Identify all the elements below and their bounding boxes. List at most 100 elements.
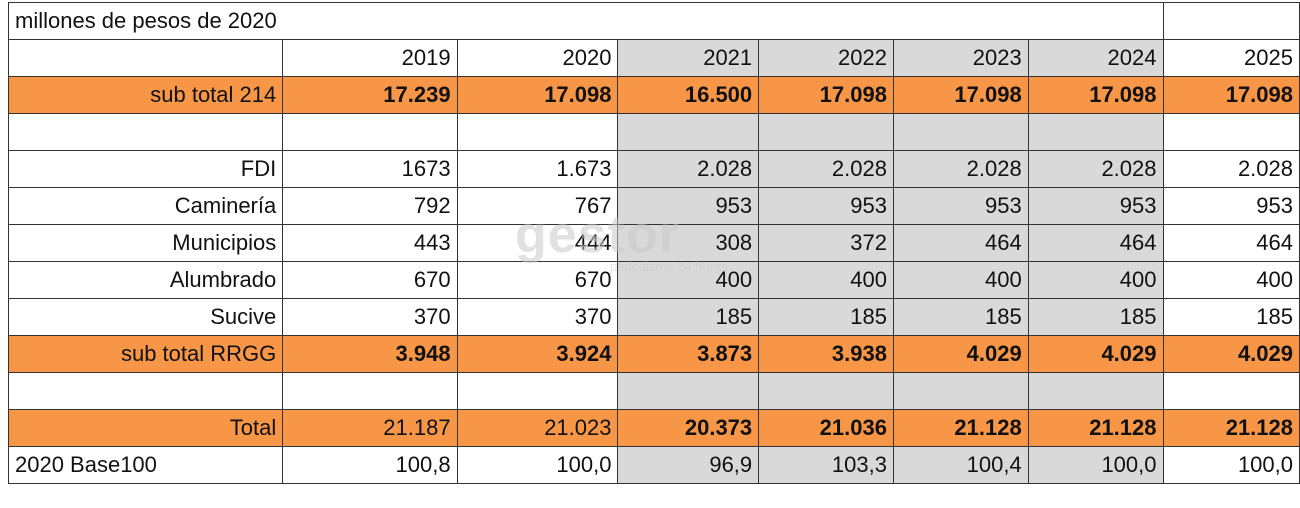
- value-cell: 953: [758, 187, 894, 225]
- empty-cell: [1028, 2, 1163, 40]
- data-row: FDI 1673 1.673 2.028 2.028 2.028 2.028 2.028: [7, 150, 1300, 188]
- value-cell: 17.098: [456, 76, 619, 114]
- value-cell: 372: [758, 224, 894, 262]
- empty-cell: [282, 372, 458, 410]
- title-row: millones de pesos de 2020: [7, 2, 1300, 40]
- value-cell: 185: [617, 298, 760, 336]
- empty-cell: [617, 372, 760, 410]
- value-cell: 21.023: [456, 409, 619, 447]
- value-cell: 4.029: [892, 335, 1029, 373]
- empty-cell: [456, 113, 619, 151]
- data-row: Alumbrado 670 670 400 400 400 400 400: [7, 261, 1300, 299]
- value-cell: 3.948: [282, 335, 458, 373]
- row-label: sub total RRGG: [7, 335, 284, 373]
- value-cell: 185: [758, 298, 894, 336]
- value-cell: 185: [1027, 298, 1164, 336]
- value-cell: 2.028: [1027, 150, 1164, 188]
- value-cell: 3.924: [456, 335, 619, 373]
- empty-cell: [758, 372, 894, 410]
- value-cell: 2.028: [758, 150, 894, 188]
- value-cell: 670: [456, 261, 619, 299]
- value-cell: 443: [282, 224, 458, 262]
- blank-row: [7, 113, 1300, 151]
- value-cell: 17.098: [758, 76, 894, 114]
- value-cell: 21.036: [758, 409, 894, 447]
- value-cell: 370: [456, 298, 619, 336]
- value-cell: 17.098: [1027, 76, 1164, 114]
- empty-cell: [758, 113, 894, 151]
- value-cell: 464: [1027, 224, 1164, 262]
- value-cell: 103,3: [758, 446, 894, 484]
- row-label: Total: [7, 409, 284, 447]
- value-cell: 953: [892, 187, 1029, 225]
- value-cell: 17.098: [892, 76, 1029, 114]
- data-row: Sucive 370 370 185 185 185 185 185: [7, 298, 1300, 336]
- row-label: 2020 Base100: [7, 446, 284, 484]
- empty-cell: [282, 113, 458, 151]
- data-row: Caminería 792 767 953 953 953 953 953: [7, 187, 1300, 225]
- value-cell: 21.128: [892, 409, 1029, 447]
- value-cell: 308: [617, 224, 760, 262]
- row-label: Alumbrado: [7, 261, 284, 299]
- year-header: 2025: [1162, 39, 1300, 77]
- value-cell: 1673: [282, 150, 458, 188]
- value-cell: 20.373: [617, 409, 760, 447]
- value-cell: 100,0: [456, 446, 619, 484]
- empty-cell: [7, 39, 284, 77]
- data-row: Municipios 443 444 308 372 464 464 464: [7, 224, 1300, 262]
- data-row: sub total 214 17.239 17.098 16.500 17.098 17.…: [7, 76, 1300, 114]
- empty-cell: [456, 372, 619, 410]
- empty-cell: [457, 2, 618, 40]
- value-cell: 16.500: [617, 76, 760, 114]
- table-body: millones de pesos de 2020 2019 2020 2021 202…: [7, 2, 1300, 484]
- value-cell: 21.187: [282, 409, 458, 447]
- row-label: sub total 214: [7, 76, 284, 114]
- value-cell: 21.128: [1162, 409, 1300, 447]
- empty-cell: [617, 2, 759, 40]
- row-label: Sucive: [7, 298, 284, 336]
- value-cell: 100,4: [892, 446, 1029, 484]
- value-cell: 953: [1027, 187, 1164, 225]
- empty-cell: [1162, 113, 1300, 151]
- empty-cell: [617, 113, 760, 151]
- empty-cell: [1027, 372, 1164, 410]
- value-cell: 953: [1162, 187, 1300, 225]
- empty-cell: [7, 372, 284, 410]
- value-cell: 670: [282, 261, 458, 299]
- value-cell: 400: [617, 261, 760, 299]
- value-cell: 100,0: [1162, 446, 1300, 484]
- value-cell: 17.098: [1162, 76, 1300, 114]
- value-cell: 185: [1162, 298, 1300, 336]
- table-title: millones de pesos de 2020: [7, 2, 283, 40]
- value-cell: 953: [617, 187, 760, 225]
- value-cell: 464: [892, 224, 1029, 262]
- value-cell: 792: [282, 187, 458, 225]
- value-cell: 3.938: [758, 335, 894, 373]
- data-row: 2020 Base100 100,8 100,0 96,9 103,3 100,4 100,…: [7, 446, 1300, 484]
- empty-cell: [7, 113, 284, 151]
- row-label: Municipios: [7, 224, 284, 262]
- value-cell: 400: [758, 261, 894, 299]
- year-header: 2022: [758, 39, 894, 77]
- value-cell: 2.028: [892, 150, 1029, 188]
- value-cell: 21.128: [1027, 409, 1164, 447]
- value-cell: 370: [282, 298, 458, 336]
- empty-cell: [892, 372, 1029, 410]
- row-label: Caminería: [7, 187, 284, 225]
- year-header: 2021: [617, 39, 760, 77]
- year-header: 2023: [892, 39, 1029, 77]
- value-cell: 4.029: [1162, 335, 1300, 373]
- value-cell: 2.028: [617, 150, 760, 188]
- year-header: 2019: [282, 39, 458, 77]
- value-cell: 400: [1027, 261, 1164, 299]
- value-cell: 185: [892, 298, 1029, 336]
- value-cell: 2.028: [1162, 150, 1300, 188]
- empty-cell: [1162, 372, 1300, 410]
- data-table: millones de pesos de 2020 2019 2020 2021 202…: [7, 2, 1300, 484]
- year-header: 2020: [456, 39, 619, 77]
- value-cell: 100,0: [1027, 446, 1164, 484]
- value-cell: 444: [456, 224, 619, 262]
- value-cell: 96,9: [617, 446, 760, 484]
- year-header: 2024: [1027, 39, 1164, 77]
